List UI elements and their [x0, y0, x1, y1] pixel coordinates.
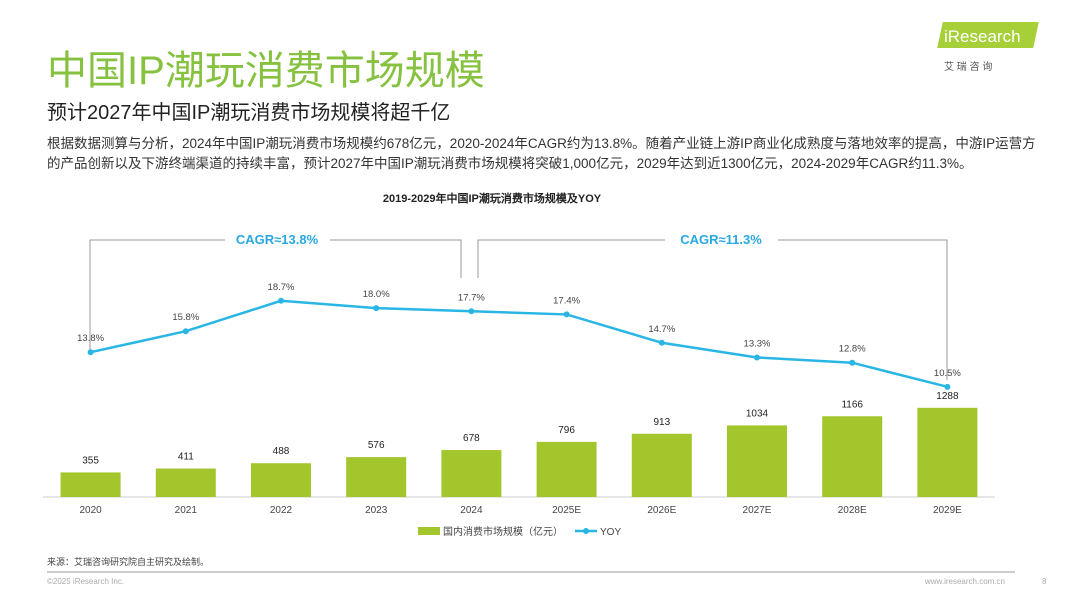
- bar: [727, 425, 787, 497]
- value-label: 355: [82, 455, 99, 466]
- value-label: 18.7%: [268, 282, 295, 293]
- x-tick-label: 2023: [365, 505, 388, 516]
- value-label: 10.5%: [934, 368, 961, 379]
- x-tick-label: 2027E: [743, 505, 772, 516]
- value-label: 1166: [841, 399, 863, 410]
- bar: [155, 468, 216, 497]
- line-point: [658, 339, 665, 346]
- bar: [917, 407, 978, 497]
- line-point: [468, 308, 475, 315]
- logo-cn: 艾 瑞 咨 询: [944, 62, 993, 73]
- x-tick-label: 2024: [460, 505, 483, 516]
- bracket: [477, 239, 665, 278]
- value-label: 17.4%: [553, 295, 580, 306]
- bar: [60, 472, 121, 497]
- bar: [631, 433, 692, 497]
- line-point: [87, 349, 94, 356]
- value-label: 1288: [936, 391, 959, 402]
- value-label: 796: [558, 425, 575, 436]
- line-point: [849, 359, 856, 366]
- legend-label: YOY: [600, 527, 621, 538]
- value-label: 12.8%: [839, 344, 866, 355]
- bar: [536, 441, 597, 497]
- bracket: [778, 239, 948, 380]
- bracket: [89, 239, 225, 350]
- source: 来源：艾瑞咨询研究院自主研究及绘制。: [47, 556, 209, 567]
- bar: [251, 463, 311, 497]
- legend-label: 国内消费市场规模（亿元）: [443, 525, 563, 538]
- line: [90, 299, 948, 389]
- x-tick-label: 2021: [175, 505, 198, 516]
- x-tick-label: 2026E: [647, 505, 676, 516]
- value-label: 15.8%: [172, 312, 199, 323]
- value-label: 13.3%: [744, 338, 771, 349]
- line-point: [754, 354, 760, 361]
- logo: iResearch: [944, 27, 1021, 46]
- website: www.iresearch.com.cn: [924, 577, 1005, 586]
- value-label: 576: [368, 440, 385, 451]
- x-tick-label: 2022: [270, 505, 293, 516]
- bar: [346, 457, 407, 497]
- chart-title: 2019-2029年中国IP潮玩消费市场规模及YOY: [383, 191, 602, 205]
- subtitle: 预计2027年中国IP潮玩消费市场规模将超千亿: [47, 102, 451, 124]
- annotation: CAGR≈13.8%: [236, 232, 319, 247]
- value-label: 18.0%: [363, 289, 390, 300]
- copyright: ©2025 iResearch Inc.: [47, 577, 124, 586]
- page-number: 8: [1042, 577, 1047, 586]
- line-point: [563, 311, 570, 318]
- value-label: 1034: [746, 408, 769, 419]
- value-label: 14.7%: [648, 324, 675, 335]
- value-label: 913: [653, 417, 670, 428]
- line-point: [944, 383, 951, 390]
- body-text: 根据数据测算与分析，2024年中国IP潮玩消费市场规模约678亿元，2020-2…: [47, 136, 1036, 171]
- x-tick-label: 2025E: [552, 505, 581, 516]
- annotation: CAGR≈11.3%: [680, 232, 762, 247]
- line-point: [373, 305, 380, 312]
- bar: [822, 416, 883, 497]
- value-label: 13.8%: [77, 333, 104, 344]
- x-tick-label: 2020: [79, 505, 102, 516]
- legend-swatch: [418, 527, 440, 535]
- title: 中国IP潮玩消费市场规模: [47, 49, 485, 93]
- value-label: 411: [178, 452, 194, 463]
- value-label: 488: [273, 446, 290, 457]
- bracket: [330, 239, 462, 278]
- value-label: 17.7%: [458, 292, 485, 303]
- x-tick-label: 2028E: [838, 505, 867, 516]
- cagr-brackets: [89, 239, 948, 380]
- line-point: [182, 328, 189, 335]
- x-tick-label: 2029E: [933, 505, 962, 516]
- line-point: [278, 297, 284, 304]
- bar: [441, 450, 502, 497]
- value-label: 678: [463, 433, 480, 444]
- legend-swatch: [583, 528, 589, 534]
